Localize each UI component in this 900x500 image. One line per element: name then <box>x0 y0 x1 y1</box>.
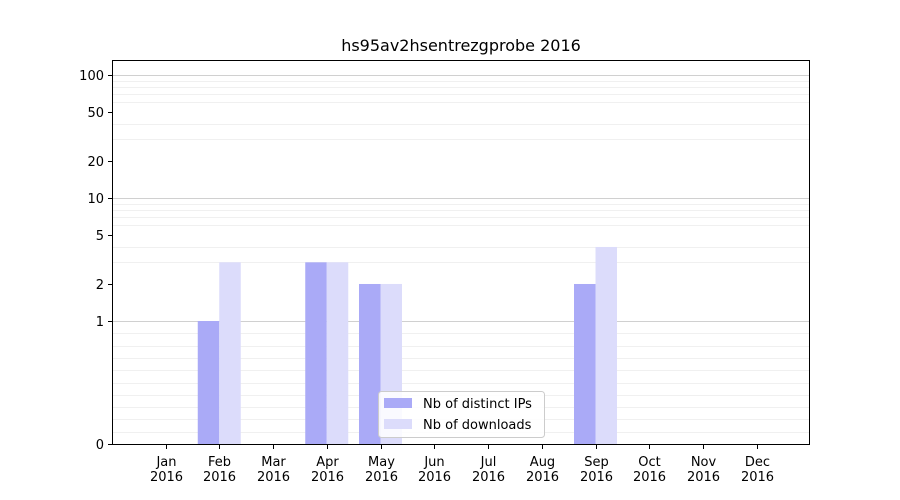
axis-layer: 0125102050100Jan2016Feb2016Mar2016Apr201… <box>79 69 774 485</box>
x-tick-label-month: Jul <box>480 455 497 470</box>
x-tick-label-year: 2016 <box>633 470 666 485</box>
bars-layer <box>197 246 617 444</box>
bar-distinct-ips-feb <box>197 321 220 444</box>
y-tick-label: 1 <box>96 315 104 330</box>
bar-distinct-ips-sep <box>574 283 596 444</box>
x-tick-label-month: Jun <box>423 455 444 470</box>
legend: Nb of distinct IPs Nb of downloads <box>378 391 545 438</box>
chart-title: hs95av2hsentrezgprobe 2016 <box>341 36 581 55</box>
x-tick-label-month: Aug <box>530 455 555 470</box>
x-tick-label-year: 2016 <box>365 470 398 485</box>
x-tick-label-month: Mar <box>261 455 286 470</box>
x-tick-label-month: Feb <box>208 455 231 470</box>
plot-frame <box>112 60 810 445</box>
x-tick-label-year: 2016 <box>311 470 344 485</box>
legend-label: Nb of distinct IPs <box>423 397 532 412</box>
bar-downloads-sep <box>595 246 617 444</box>
y-tick-label: 2 <box>96 278 104 293</box>
bar-downloads-apr <box>326 262 349 444</box>
y-tick-label: 50 <box>87 106 104 121</box>
y-tick-label: 10 <box>87 192 104 207</box>
y-tick-label: 100 <box>79 69 104 84</box>
legend-swatch <box>384 398 412 408</box>
x-tick-label-year: 2016 <box>472 470 505 485</box>
y-tick-label: 0 <box>96 438 104 453</box>
x-tick-label-year: 2016 <box>526 470 559 485</box>
x-tick-label-month: Nov <box>691 455 717 470</box>
legend-label: Nb of downloads <box>423 418 532 433</box>
x-tick-label-year: 2016 <box>203 470 236 485</box>
x-tick-label-year: 2016 <box>257 470 290 485</box>
x-tick-label-month: May <box>368 455 395 470</box>
legend-swatch <box>384 419 412 429</box>
x-tick-label-year: 2016 <box>580 470 613 485</box>
legend-box <box>378 391 545 438</box>
y-tick-label: 20 <box>87 155 104 170</box>
x-tick-label-year: 2016 <box>687 470 720 485</box>
bar-distinct-ips-apr <box>305 262 327 444</box>
bar-distinct-ips-may <box>359 283 381 444</box>
bar-downloads-feb <box>219 262 241 444</box>
x-tick-label-month: Jan <box>155 455 176 470</box>
x-tick-label-month: Sep <box>584 455 609 470</box>
x-tick-label-year: 2016 <box>418 470 451 485</box>
y-tick-label: 5 <box>96 229 104 244</box>
x-tick-label-month: Apr <box>316 455 339 470</box>
x-tick-label-year: 2016 <box>150 470 183 485</box>
x-tick-label-month: Dec <box>745 455 770 470</box>
x-tick-label-year: 2016 <box>741 470 774 485</box>
x-tick-label-month: Oct <box>638 455 660 470</box>
